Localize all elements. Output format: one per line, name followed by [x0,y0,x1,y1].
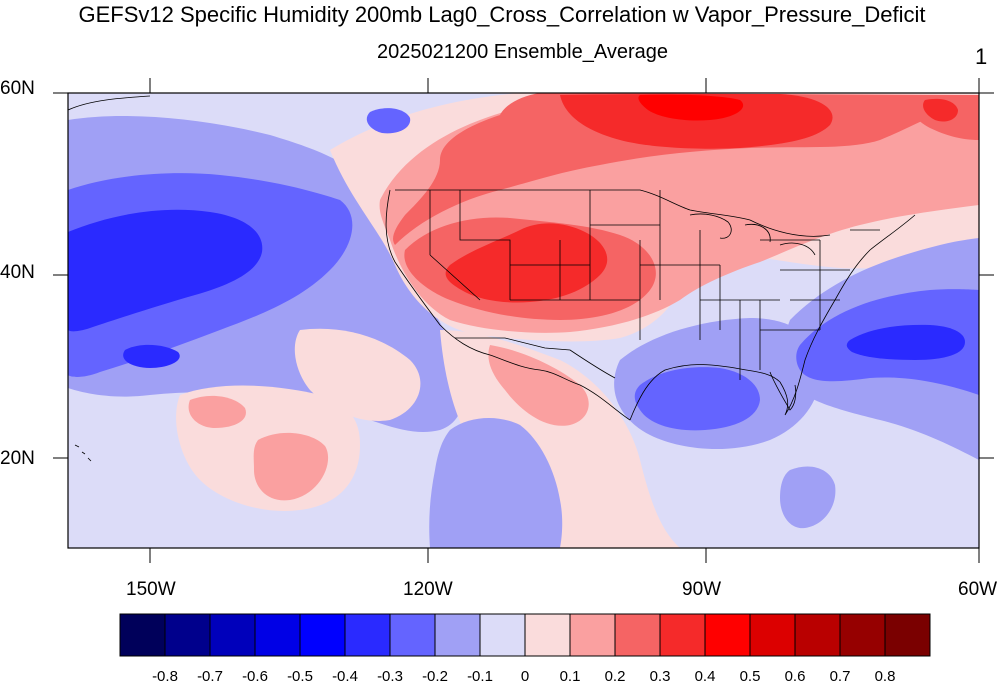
colorbar-swatch [659,613,706,657]
colorbar-swatch [254,613,301,657]
colorbar-tick-label: 0 [521,668,529,682]
colorbar-tick-label: -0.7 [197,668,223,682]
hawaii [74,444,92,462]
colorbar-tick-label: 0.7 [830,668,851,682]
colorbar-swatch [389,613,436,657]
map-field [68,93,979,548]
colorbar-swatch [794,613,841,657]
florida [769,371,797,411]
colorbar-tick-label: -0.6 [242,668,268,682]
state-lines-central [590,190,780,380]
correlation-map [53,78,994,563]
colorbar-tick-label: -0.1 [467,668,493,682]
colorbar-tick-label: 0.5 [740,668,761,682]
colorbar-boxes [119,613,931,657]
contour-neg-0.2-caribbean [780,466,836,529]
lat-label-40n: 40N [0,262,35,283]
colorbar-swatch [119,613,166,657]
contour-neg-0.4-pacific-small [123,344,180,368]
contour-pos-0.2-blob-b [253,432,329,501]
lon-label-120w: 120W [403,579,453,600]
colorbar-swatch [524,613,571,657]
colorbar-swatch [434,613,481,657]
contour-neg-0.4-pacific [68,209,263,332]
contour-pos-0.1-mexico [440,330,680,548]
colorbar-tick-label: -0.8 [152,668,178,682]
contour-pos-0.3-north [393,93,979,245]
colorbar-swatch [704,613,751,657]
lon-label-90w: 90W [682,579,722,600]
colorbar-swatch [164,613,211,657]
colorbar-tick-label: -0.3 [377,668,403,682]
contour-pos-0.4-rockies [445,223,608,303]
great-lakes [689,213,816,256]
contour-pos-0.4-canada [560,94,833,149]
colorbar-swatch [479,613,526,657]
colorbar-labels: -0.8 -0.7 -0.6 -0.5 -0.4 -0.3 -0.2 -0.1 0 0.1 0.2 0… [152,668,895,682]
axis-ticks [53,78,994,563]
colorbar-swatch [749,613,796,657]
lat-label-60n: 60N [0,78,35,99]
contour-neg-0.3-gulf [634,367,760,431]
coastlines [68,95,916,462]
colorbar-tick-label: -0.2 [422,668,448,682]
colorbar-swatch [209,613,256,657]
colorbar-tick-label: 0.2 [605,668,626,682]
lon-label-60w: 60W [958,579,998,600]
colorbar-tick-label: 0.4 [695,668,716,682]
contour-neg-0.4-atlantic [846,324,965,360]
colorbar-swatch [884,613,931,657]
colorbar-swatch [569,613,616,657]
state-lines-east [760,229,880,331]
lon-label-150w: 150W [126,579,176,600]
lat-label-20n: 20N [0,448,35,469]
colorbar-swatch [839,613,886,657]
figure-subtitle: 2025021200 Ensemble_Average [377,41,668,63]
border-us-mexico [455,337,616,379]
colorbar-swatch [614,613,661,657]
coastline-west [68,95,631,421]
map-frame [67,92,980,549]
contour-neg-0.2-eastern-pacific [429,418,563,548]
colorbar-tick-label: 0.1 [560,668,581,682]
figure-title: GEFSv12 Specific Humidity 200mb Lag0_Cro… [78,2,926,27]
colorbar-tick-label: 0.6 [785,668,806,682]
border-canada-us [395,189,831,237]
contour-pos-0.2-blob-a [188,395,246,428]
contour-pos-0.2-mexico [488,345,589,426]
colorbar-tick-label: 0.3 [650,668,671,682]
contour-neg-0.3-arctic [366,108,411,134]
colorbar-tick-label: -0.4 [332,668,358,682]
panel-label: 1 [975,44,988,69]
contour-pos-0.5-hudson [638,94,744,121]
contour-pos-0.1-southwest [294,328,421,421]
contour-pos-0.4-labrador [923,98,958,122]
colorbar-tick-label: -0.5 [287,668,313,682]
colorbar-tick-label: 0.8 [875,668,896,682]
colorbar-swatch [344,613,391,657]
state-lines-west [429,190,641,340]
colorbar-swatch [299,613,346,657]
